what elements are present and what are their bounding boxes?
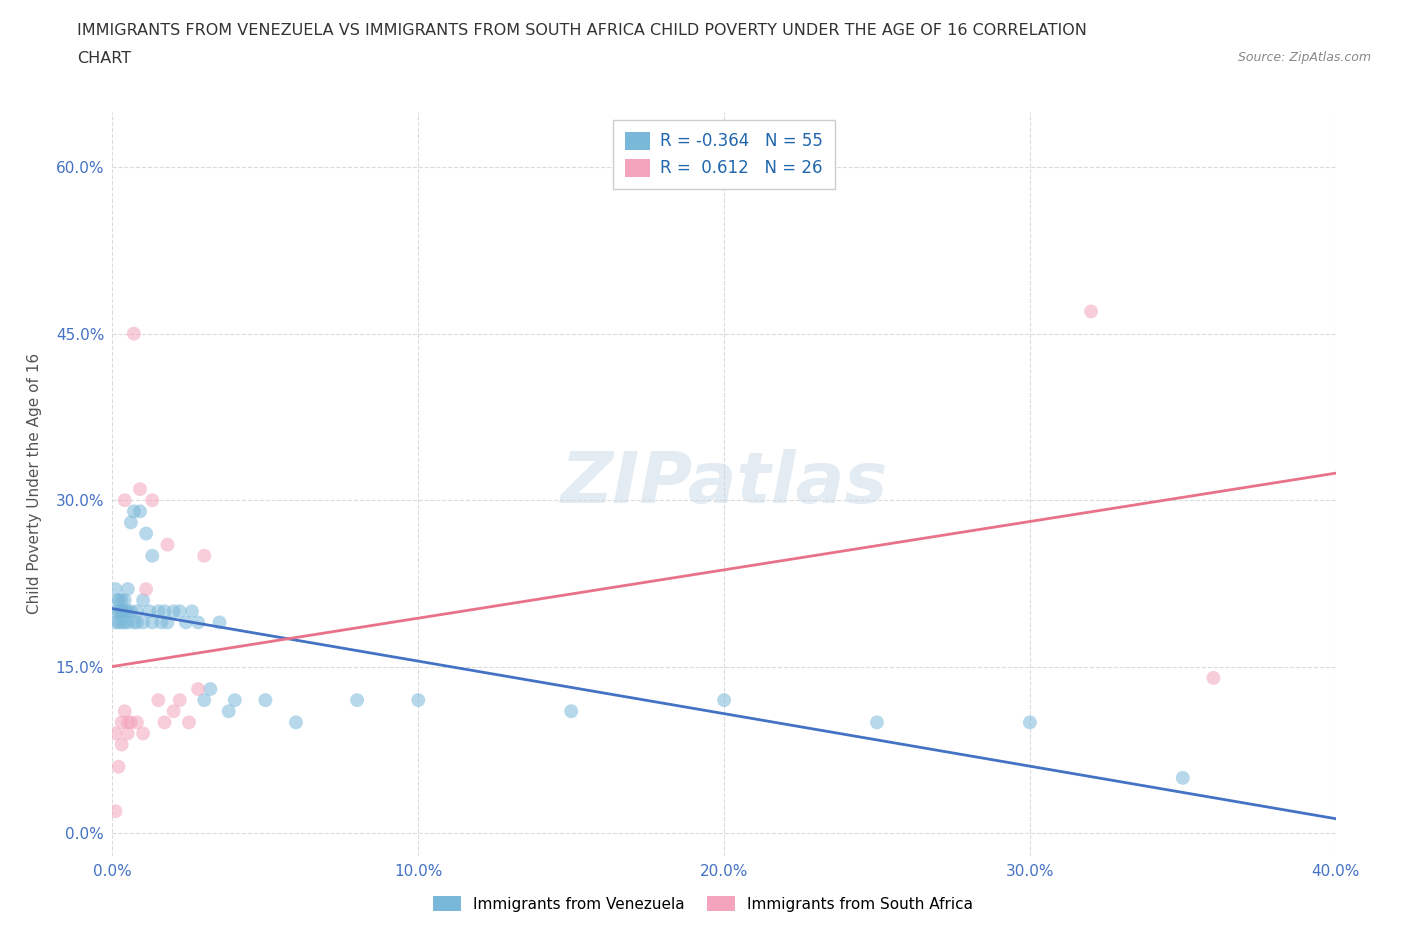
Text: ZIPatlas: ZIPatlas	[561, 449, 887, 518]
Legend: R = -0.364   N = 55, R =  0.612   N = 26: R = -0.364 N = 55, R = 0.612 N = 26	[613, 120, 835, 189]
Point	[284, 715, 308, 730]
Point	[169, 604, 191, 618]
Text: CHART: CHART	[77, 51, 131, 66]
Text: Source: ZipAtlas.com: Source: ZipAtlas.com	[1237, 51, 1371, 64]
Point	[117, 726, 139, 741]
Point	[1018, 715, 1040, 730]
Point	[135, 581, 157, 596]
Point	[104, 604, 127, 618]
Point	[132, 726, 155, 741]
Point	[125, 715, 148, 730]
Point	[120, 604, 142, 618]
Point	[187, 615, 209, 630]
Point	[129, 482, 152, 497]
Point	[1202, 671, 1225, 685]
Point	[122, 326, 145, 341]
Point	[224, 693, 246, 708]
Point	[208, 615, 231, 630]
Point	[114, 704, 136, 719]
Y-axis label: Child Poverty Under the Age of 16: Child Poverty Under the Age of 16	[27, 353, 42, 614]
Point	[169, 693, 191, 708]
Point	[117, 615, 139, 630]
Point	[117, 604, 139, 618]
Point	[218, 704, 240, 719]
Point	[114, 615, 136, 630]
Point	[114, 604, 136, 618]
Point	[107, 592, 129, 607]
Point	[104, 726, 127, 741]
Point	[132, 592, 155, 607]
Legend: Immigrants from Venezuela, Immigrants from South Africa: Immigrants from Venezuela, Immigrants fr…	[427, 889, 979, 918]
Point	[135, 526, 157, 541]
Point	[104, 804, 127, 818]
Point	[177, 715, 200, 730]
Point	[1171, 770, 1194, 785]
Point	[163, 604, 186, 618]
Point	[141, 493, 163, 508]
Point	[141, 549, 163, 564]
Point	[153, 604, 176, 618]
Point	[193, 549, 215, 564]
Point	[122, 504, 145, 519]
Point	[141, 615, 163, 630]
Point	[132, 615, 155, 630]
Point	[153, 715, 176, 730]
Point	[181, 604, 204, 618]
Point	[713, 693, 735, 708]
Point	[114, 493, 136, 508]
Point	[193, 693, 215, 708]
Point	[200, 682, 222, 697]
Point	[560, 704, 582, 719]
Point	[111, 592, 134, 607]
Point	[114, 604, 136, 618]
Point	[866, 715, 889, 730]
Point	[150, 615, 173, 630]
Point	[114, 592, 136, 607]
Text: IMMIGRANTS FROM VENEZUELA VS IMMIGRANTS FROM SOUTH AFRICA CHILD POVERTY UNDER TH: IMMIGRANTS FROM VENEZUELA VS IMMIGRANTS …	[77, 23, 1087, 38]
Point	[187, 682, 209, 697]
Point	[408, 693, 430, 708]
Point	[125, 604, 148, 618]
Point	[174, 615, 197, 630]
Point	[111, 604, 134, 618]
Point	[156, 538, 179, 552]
Point	[163, 704, 186, 719]
Point	[148, 604, 170, 618]
Point	[111, 615, 134, 630]
Point	[346, 693, 368, 708]
Point	[1080, 304, 1102, 319]
Point	[129, 504, 152, 519]
Point	[104, 581, 127, 596]
Point	[125, 615, 148, 630]
Point	[120, 715, 142, 730]
Point	[120, 515, 142, 530]
Point	[107, 615, 129, 630]
Point	[122, 615, 145, 630]
Point	[111, 604, 134, 618]
Point	[117, 715, 139, 730]
Point	[254, 693, 277, 708]
Point	[111, 604, 134, 618]
Point	[148, 693, 170, 708]
Point	[111, 737, 134, 752]
Point	[156, 615, 179, 630]
Point	[117, 581, 139, 596]
Point	[107, 759, 129, 774]
Point	[138, 604, 160, 618]
Point	[111, 715, 134, 730]
Point	[107, 604, 129, 618]
Point	[104, 615, 127, 630]
Point	[107, 592, 129, 607]
